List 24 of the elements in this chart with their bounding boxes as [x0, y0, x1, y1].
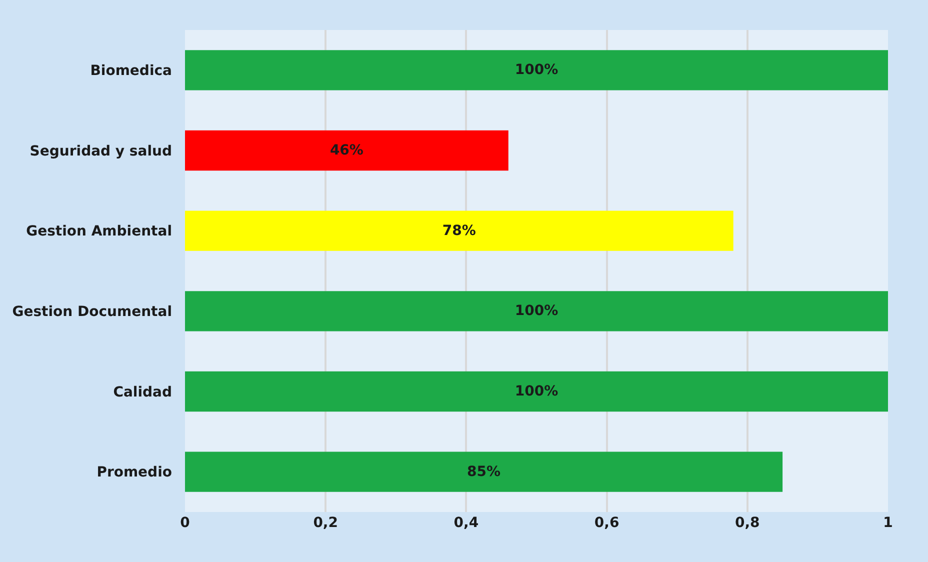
bar	[185, 291, 888, 332]
y-tick-label: Gestion Documental	[12, 304, 172, 320]
x-tick-label: 0	[180, 515, 190, 531]
x-tick-label: 0,4	[454, 515, 479, 531]
data-label: 100%	[514, 62, 558, 78]
data-label: 46%	[330, 142, 364, 158]
data-label: 100%	[514, 303, 558, 320]
y-tick-label: Gestion Ambiental	[26, 224, 172, 240]
y-tick-label: Seguridad y salud	[30, 143, 172, 160]
x-tick-label: 0,2	[313, 515, 338, 531]
x-tick-label: 1	[883, 515, 893, 531]
data-label: 100%	[514, 384, 558, 400]
y-tick-label: Biomedica	[90, 63, 172, 80]
data-label: 85%	[467, 464, 501, 480]
bar	[185, 210, 734, 251]
bar	[185, 371, 888, 412]
bar	[185, 50, 888, 90]
data-label: 78%	[442, 222, 476, 239]
y-tick-label: Calidad	[113, 384, 172, 400]
x-tick-label: 0,8	[734, 515, 760, 531]
bar	[185, 130, 508, 171]
bar	[185, 452, 783, 492]
y-tick-label: Promedio	[96, 464, 172, 481]
x-tick-label: 0,6	[594, 515, 620, 531]
